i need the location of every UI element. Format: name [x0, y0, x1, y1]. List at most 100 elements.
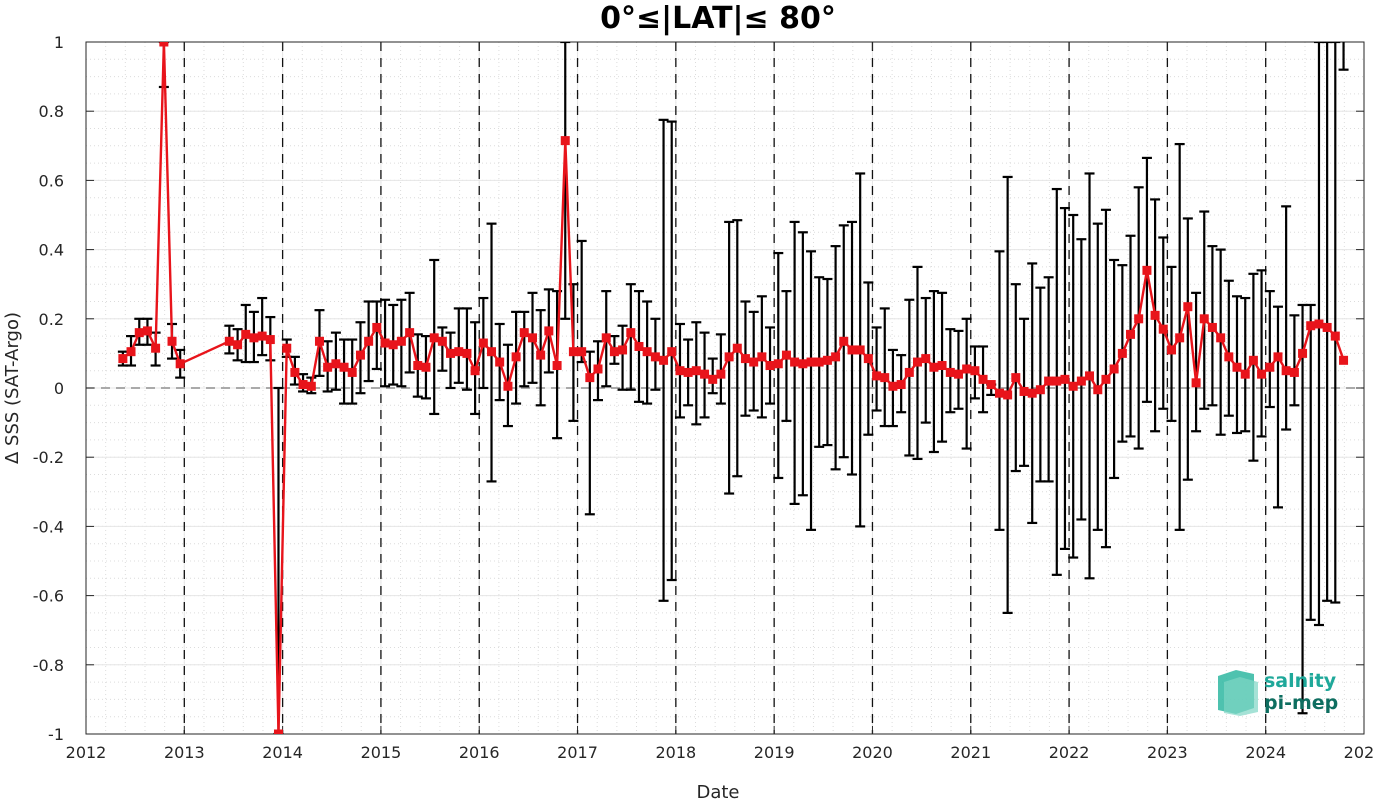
x-tick-label: 2017: [557, 743, 598, 762]
data-point: [585, 373, 595, 383]
data-point: [806, 357, 816, 367]
x-tick-label: 2021: [950, 743, 991, 762]
data-point: [552, 361, 562, 371]
x-tick-label: 2018: [655, 743, 696, 762]
data-point: [1076, 376, 1086, 386]
x-tick-label: 2015: [361, 743, 402, 762]
y-tick-label: -0.2: [33, 448, 64, 467]
data-point: [323, 362, 333, 372]
data-point: [675, 366, 685, 376]
chart-title: 0°≤|LAT|≤ 80°: [600, 1, 836, 36]
data-point: [872, 371, 882, 381]
y-tick-label: 0.2: [39, 310, 64, 329]
data-point: [781, 350, 791, 360]
data-point: [257, 331, 267, 341]
data-point: [929, 362, 939, 372]
data-point: [855, 345, 865, 355]
data-point: [1019, 386, 1029, 396]
y-tick-label: 1: [54, 33, 64, 52]
data-point: [167, 336, 177, 346]
data-point: [470, 366, 480, 376]
data-point: [306, 381, 316, 391]
data-point: [953, 369, 963, 379]
y-tick-label: 0: [54, 379, 64, 398]
data-point: [298, 380, 308, 390]
y-tick-label: -0.6: [33, 587, 64, 606]
x-axis-label: Date: [696, 782, 739, 801]
data-point: [740, 354, 750, 364]
data-point: [544, 326, 554, 336]
data-point: [708, 374, 718, 384]
data-point: [937, 361, 947, 371]
data-point: [1273, 352, 1283, 362]
data-point: [732, 343, 742, 353]
data-point: [1265, 362, 1275, 372]
data-point: [265, 335, 275, 345]
data-point: [790, 357, 800, 367]
data-point: [1314, 319, 1324, 329]
data-point: [151, 343, 161, 353]
data-point: [495, 357, 505, 367]
y-tick-label: 0.6: [39, 171, 64, 190]
data-point: [462, 348, 472, 358]
data-point: [822, 355, 832, 365]
data-point: [724, 352, 734, 362]
x-tick-label: 2022: [1049, 743, 1090, 762]
data-point: [241, 329, 251, 339]
y-axis-label: Δ SSS (SAT-Argo): [2, 312, 23, 464]
plot-area: -1 -0.8 -0.6 -0.4 -0.2 0 0.2 0.4 0.6 0.8 1 2012 2013…: [33, 33, 1374, 762]
data-point: [126, 347, 136, 357]
data-point: [478, 338, 488, 348]
data-point: [904, 367, 914, 377]
data-point: [667, 347, 677, 357]
data-point: [1052, 376, 1062, 386]
data-point: [1281, 366, 1291, 376]
data-point: [134, 328, 144, 338]
data-point: [1298, 348, 1308, 358]
data-point: [437, 336, 447, 346]
data-point: [1191, 378, 1201, 388]
data-point: [1126, 329, 1136, 339]
logo-wave-icon-back: [1224, 677, 1258, 716]
data-point: [364, 336, 374, 346]
data-point: [560, 136, 570, 146]
data-point: [798, 359, 808, 369]
data-point: [1158, 324, 1168, 334]
data-point: [880, 373, 890, 383]
y-tick-label: 0.4: [39, 241, 64, 260]
x-tick-label: 2020: [852, 743, 893, 762]
data-point: [1150, 310, 1160, 320]
data-point: [396, 336, 406, 346]
data-point: [159, 42, 169, 47]
data-point: [683, 367, 693, 377]
data-point: [1306, 321, 1316, 331]
data-point: [863, 354, 873, 364]
data-point: [1093, 385, 1103, 395]
x-tick-label: 2024: [1245, 743, 1286, 762]
data-point: [1183, 302, 1193, 312]
data-point: [1339, 355, 1349, 365]
logo-line2: pi-mep: [1264, 692, 1338, 714]
data-point: [847, 345, 857, 355]
data-point: [1240, 369, 1250, 379]
data-point: [978, 374, 988, 384]
data-point: [1175, 333, 1185, 343]
data-point: [339, 362, 349, 372]
data-point: [372, 322, 382, 332]
data-point: [314, 336, 324, 346]
data-point: [986, 380, 996, 390]
x-tick-label: 2013: [164, 743, 205, 762]
data-point: [1003, 390, 1013, 400]
data-point: [912, 357, 922, 367]
data-point: [413, 361, 423, 371]
data-point: [1101, 374, 1111, 384]
data-point: [609, 347, 619, 357]
data-point: [429, 333, 439, 343]
data-point: [118, 354, 128, 364]
data-point: [1044, 376, 1054, 386]
y-tick-label: -0.8: [33, 656, 64, 675]
data-point: [1207, 322, 1217, 332]
